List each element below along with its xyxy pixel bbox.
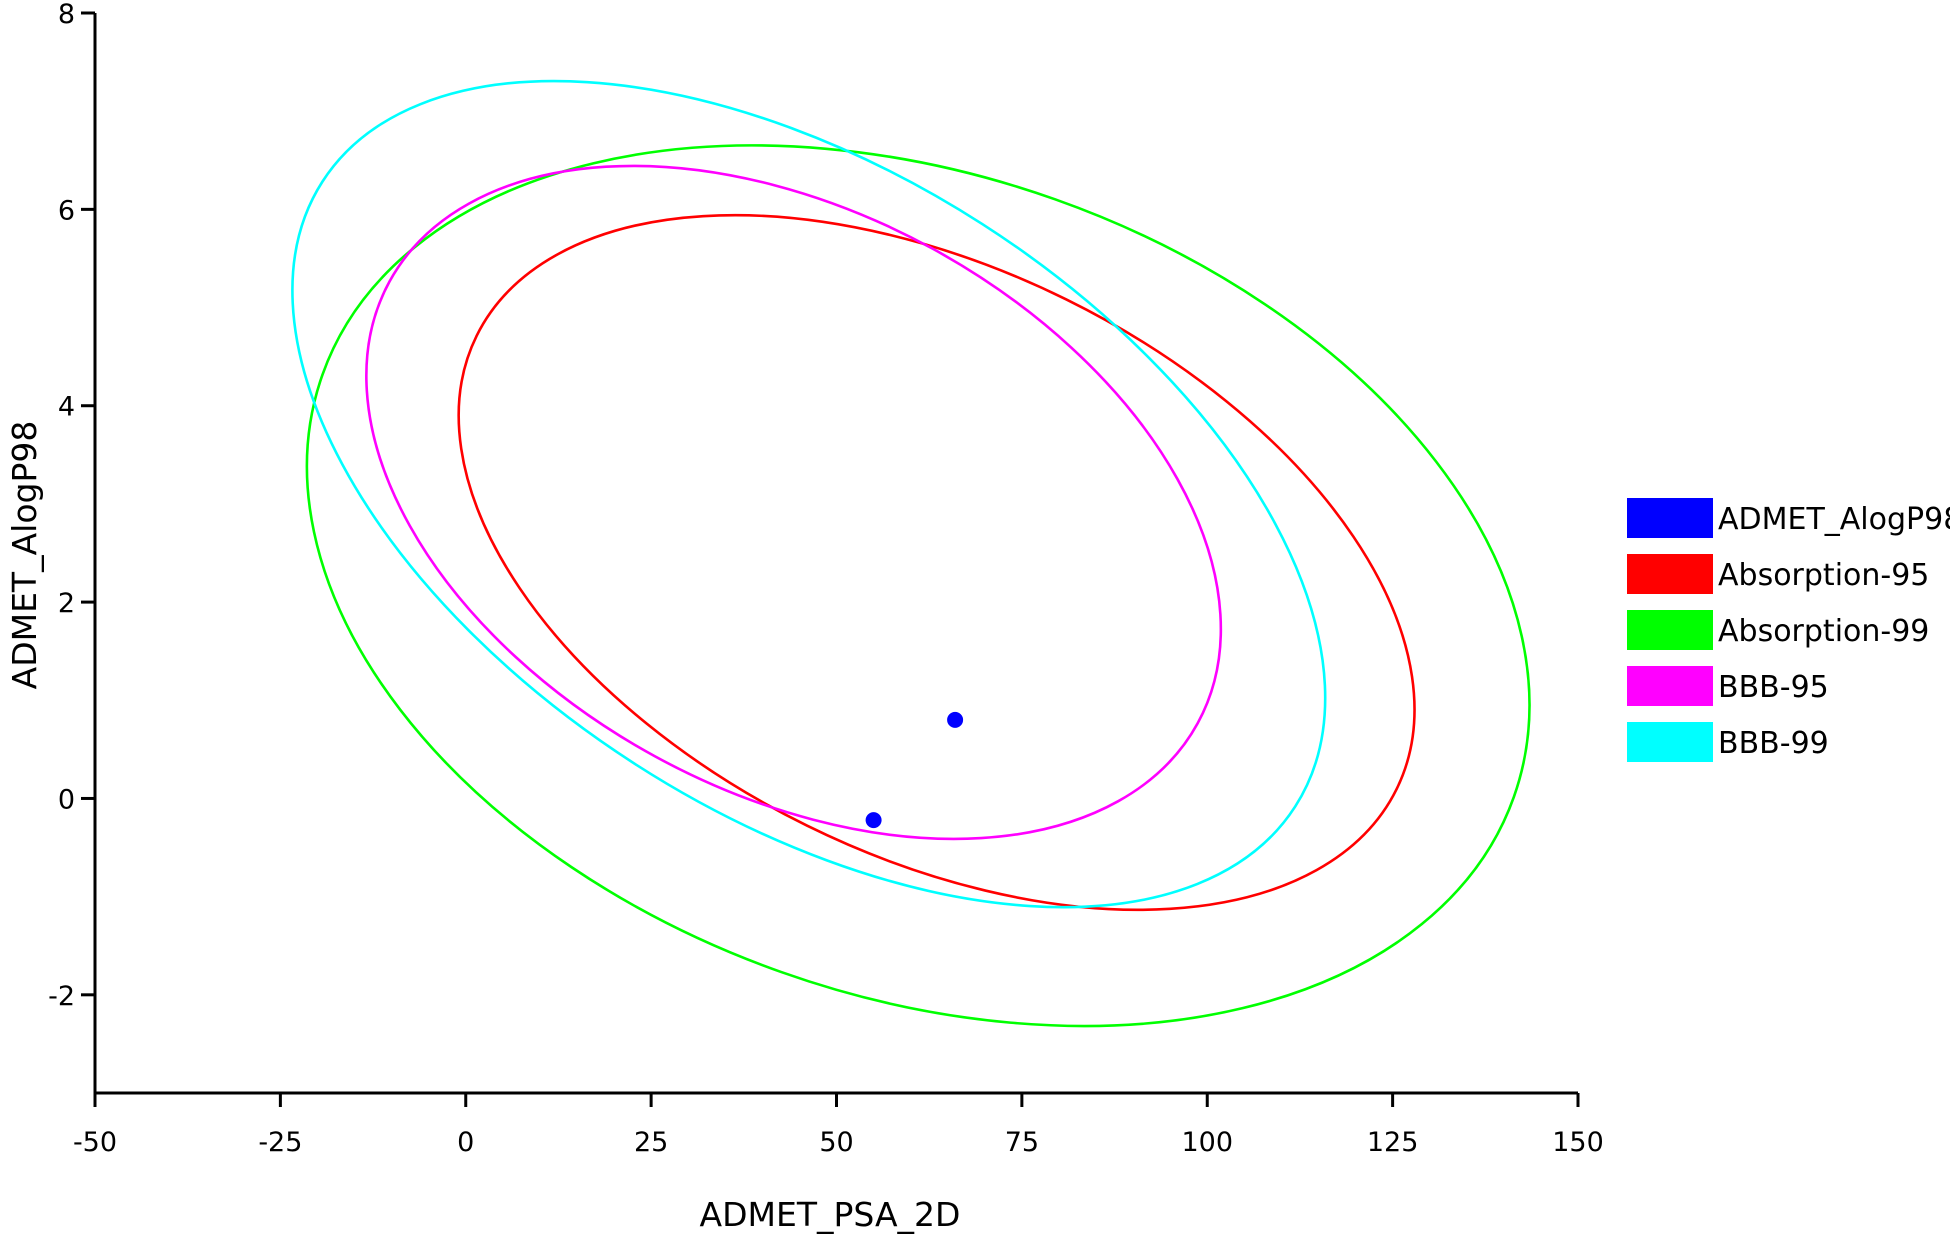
ellipse-absorption-99 xyxy=(305,144,1531,1028)
legend-label-absorption-99: Absorption-99 xyxy=(1718,614,1929,649)
points-layer xyxy=(865,711,964,829)
x-tick-label: -50 xyxy=(73,1127,117,1158)
axes-layer xyxy=(93,13,1578,1095)
x-tick-label: 50 xyxy=(819,1127,853,1158)
x-tick-label: 0 xyxy=(457,1127,474,1158)
ellipse-absorption-95 xyxy=(457,213,1416,912)
legend-swatch-admet-alogp98 xyxy=(1627,498,1713,538)
legend-swatch-bbb-95 xyxy=(1627,666,1713,706)
y-axis-title: ADMET_AlogP98 xyxy=(5,421,44,690)
legend-label-admet-alogp98: ADMET_AlogP98 xyxy=(1718,502,1950,537)
y-tick-label: 6 xyxy=(58,195,75,226)
legend: ADMET_AlogP98 Absorption-95 Absorption-99 B… xyxy=(1627,498,1950,762)
x-tick-label: 125 xyxy=(1367,1127,1419,1158)
legend-label-absorption-95: Absorption-95 xyxy=(1718,558,1929,593)
x-tick-label: 75 xyxy=(1005,1127,1039,1158)
legend-label-bbb-99: BBB-99 xyxy=(1718,726,1829,761)
ticks-layer: -50 -25 0 25 50 75 100 125 150 -2 0 2 4 6 8 xyxy=(48,0,1604,1158)
legend-swatch-absorption-99 xyxy=(1627,610,1713,650)
y-tick-label: 2 xyxy=(58,588,75,619)
ellipse-bbb-95 xyxy=(365,164,1223,841)
legend-label-bbb-95: BBB-95 xyxy=(1718,670,1829,705)
y-tick-label: 8 xyxy=(58,0,75,30)
x-axis-title: ADMET_PSA_2D xyxy=(700,1195,961,1234)
y-tick-label: 4 xyxy=(58,392,75,423)
x-tick-label: -25 xyxy=(258,1127,302,1158)
x-tick-label: 150 xyxy=(1552,1127,1604,1158)
data-point xyxy=(865,812,882,829)
data-point xyxy=(947,711,964,728)
legend-swatch-bbb-99 xyxy=(1627,722,1713,762)
y-tick-label: 0 xyxy=(58,784,75,815)
x-tick-label: 25 xyxy=(634,1127,668,1158)
legend-swatch-absorption-95 xyxy=(1627,554,1713,594)
x-tick-label: 100 xyxy=(1181,1127,1233,1158)
y-tick-label: -2 xyxy=(48,981,75,1012)
ellipses-layer xyxy=(291,79,1531,1028)
ellipse-bbb-99 xyxy=(291,79,1327,909)
